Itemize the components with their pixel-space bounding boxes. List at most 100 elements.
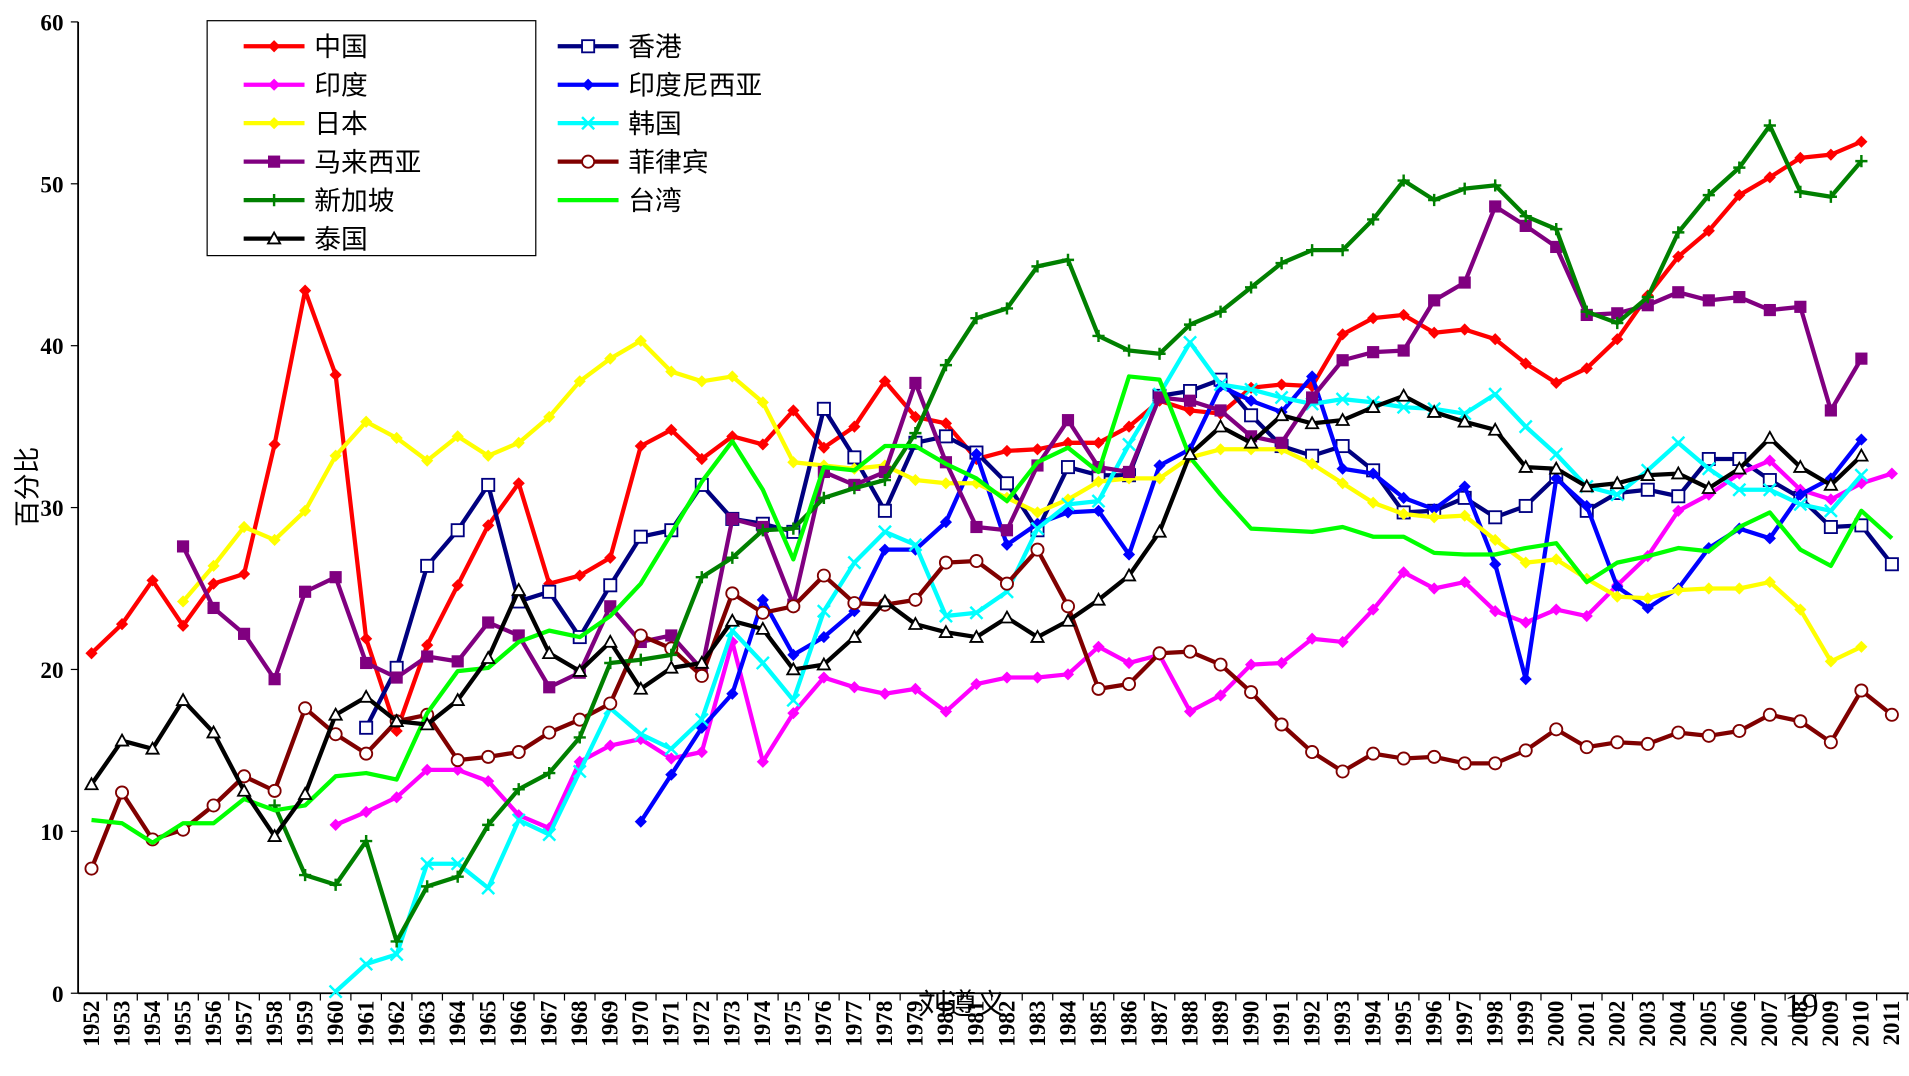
marker	[1855, 433, 1868, 446]
marker	[1061, 436, 1075, 449]
x-tick-label: 1996	[1421, 1001, 1447, 1047]
marker	[83, 776, 100, 791]
marker	[573, 375, 586, 388]
x-tick-label: 1998	[1483, 1001, 1509, 1047]
marker	[695, 375, 708, 388]
x-tick-label: 2005	[1696, 1001, 1722, 1047]
marker	[481, 749, 496, 764]
marker	[115, 785, 130, 800]
marker	[1489, 179, 1502, 192]
marker	[755, 656, 770, 670]
marker	[909, 376, 922, 390]
x-tick-label: 2009	[1818, 1001, 1844, 1047]
marker	[266, 230, 282, 245]
marker	[481, 881, 496, 895]
marker	[237, 520, 251, 534]
marker	[877, 503, 892, 518]
marker	[1153, 347, 1166, 360]
marker	[787, 404, 800, 417]
marker	[511, 813, 526, 827]
legend-label: 日本	[314, 109, 368, 140]
marker	[1182, 446, 1198, 460]
marker	[1488, 756, 1503, 771]
marker	[939, 705, 953, 718]
marker	[1793, 714, 1808, 729]
y-tick-label: 60	[40, 10, 63, 36]
marker	[1060, 599, 1075, 614]
marker	[1824, 404, 1837, 417]
marker	[1244, 382, 1259, 397]
marker	[1428, 326, 1441, 339]
x-tick-label: 1985	[1086, 1001, 1112, 1047]
x-tick-label: 1959	[292, 1001, 318, 1047]
x-tick-label: 1956	[201, 1001, 227, 1047]
marker	[1794, 488, 1807, 501]
y-tick-label: 0	[52, 982, 64, 1008]
marker	[329, 878, 342, 891]
marker	[450, 753, 465, 768]
marker	[1701, 461, 1716, 476]
marker	[1122, 465, 1136, 479]
marker	[268, 155, 281, 168]
marker	[938, 609, 953, 623]
marker	[1762, 482, 1777, 497]
marker	[358, 689, 374, 703]
marker	[1641, 592, 1654, 605]
marker	[450, 692, 466, 706]
marker	[969, 553, 984, 568]
marker	[1579, 478, 1595, 493]
marker	[1670, 465, 1686, 480]
marker	[1763, 575, 1776, 589]
marker	[206, 798, 221, 813]
marker	[298, 701, 313, 716]
marker	[786, 599, 801, 614]
marker	[633, 727, 648, 742]
marker	[1854, 468, 1869, 483]
legend-label: 印度	[314, 70, 368, 101]
marker	[970, 312, 983, 325]
marker	[390, 431, 403, 445]
marker	[451, 870, 464, 883]
marker	[1458, 575, 1471, 589]
marker	[1183, 318, 1197, 331]
x-tick-label: 1955	[170, 1001, 196, 1047]
x-tick-label: 1997	[1452, 1001, 1478, 1047]
marker	[1823, 735, 1838, 750]
marker	[1733, 291, 1746, 304]
marker	[999, 576, 1014, 591]
marker	[1183, 335, 1197, 350]
x-tick-label: 1986	[1116, 1001, 1142, 1047]
page-number: 19	[1785, 987, 1819, 1024]
marker	[237, 567, 251, 581]
marker	[1212, 418, 1229, 433]
marker	[329, 368, 342, 381]
marker	[1824, 148, 1837, 161]
marker	[1763, 171, 1776, 184]
marker	[297, 786, 313, 800]
marker	[846, 629, 863, 643]
marker	[603, 696, 618, 711]
marker	[299, 284, 312, 297]
marker	[907, 616, 924, 630]
marker	[694, 655, 710, 669]
marker	[328, 984, 343, 999]
x-tick-label: 1979	[903, 1001, 929, 1047]
marker	[1611, 590, 1624, 603]
marker	[1762, 429, 1778, 444]
legend-label: 马来西亚	[314, 147, 421, 178]
marker	[1823, 503, 1838, 518]
marker	[695, 452, 708, 466]
marker	[848, 420, 861, 433]
marker	[1000, 538, 1014, 551]
x-tick-label: 1984	[1055, 1000, 1081, 1047]
x-tick-label: 1978	[872, 1001, 898, 1047]
marker	[421, 650, 434, 663]
marker	[1548, 460, 1564, 475]
marker	[633, 628, 648, 643]
marker	[1061, 414, 1075, 427]
marker	[1151, 523, 1168, 538]
marker	[360, 656, 373, 670]
marker	[236, 782, 252, 797]
marker	[572, 663, 588, 677]
